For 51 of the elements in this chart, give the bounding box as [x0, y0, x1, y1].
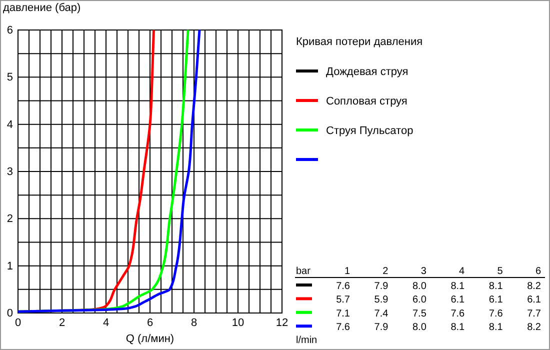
y-axis-title: давление (бар) — [3, 2, 81, 14]
y-tick-label: 5 — [6, 72, 13, 84]
text: bar — [296, 266, 312, 277]
data-label: 6.1 — [527, 294, 542, 306]
x-tick-label: 5 — [497, 266, 504, 277]
data-label: 8.1 — [450, 281, 466, 292]
data-label: 5.7 — [336, 294, 350, 306]
x-tick-label: 6 — [535, 266, 542, 277]
y-tick-label: 2 — [6, 213, 13, 226]
x-tick-label: 3 — [420, 266, 427, 277]
data-label: 7.6 — [450, 308, 466, 320]
data-label: 8.1 — [450, 322, 466, 334]
data-label: 8.1 — [488, 322, 504, 334]
x-tick-label: 4 — [459, 266, 466, 277]
legend-label: Струя Пульсатор — [326, 125, 414, 137]
data-label: 8.2 — [527, 281, 542, 292]
data-label: 7.5 — [412, 308, 427, 320]
data-label: 8.2 — [527, 322, 542, 334]
legend-title: Кривая потери давления — [296, 36, 423, 48]
data-label: 7.6 — [336, 322, 350, 334]
y-tick-label: 6 — [6, 24, 13, 37]
x-tick-label: 8 — [190, 316, 198, 329]
data-label: 7.9 — [374, 322, 389, 334]
data-label: 5.9 — [374, 294, 389, 306]
y-tick-label: 0 — [6, 308, 13, 320]
data-label: 6.1 — [450, 294, 466, 306]
data-label: 7.6 — [336, 281, 350, 292]
legend-label: Сопловая струя — [326, 96, 408, 108]
data-label: 7.6 — [488, 308, 504, 320]
y-tick-label: 3 — [6, 166, 13, 178]
data-label: 6.1 — [488, 294, 504, 306]
x-tick-label: 2 — [382, 266, 389, 277]
data-label: 7.7 — [527, 308, 542, 320]
data-label: 8.0 — [412, 322, 427, 334]
x-tick-label: 12 — [276, 316, 288, 329]
data-label: 7.9 — [374, 281, 389, 292]
data-label: 7.4 — [374, 308, 389, 320]
x-tick-label: 10 — [232, 316, 244, 329]
data-label: 8.1 — [488, 281, 504, 292]
x-tick-label: 1 — [344, 266, 350, 277]
x-tick-label: 4 — [102, 316, 110, 329]
x-tick-label: 6 — [146, 316, 154, 329]
text: l/min — [296, 335, 318, 346]
x-axis-title: Q (л/мин) — [126, 333, 174, 345]
data-label: 8.0 — [412, 281, 427, 292]
y-tick-label: 4 — [6, 118, 13, 131]
data-label: 6.0 — [412, 294, 427, 306]
x-tick-label: 2 — [58, 316, 66, 329]
x-tick-label: 0 — [14, 316, 22, 329]
data-label: 7.1 — [336, 308, 350, 320]
legend-label: Дождевая струя — [326, 66, 408, 78]
